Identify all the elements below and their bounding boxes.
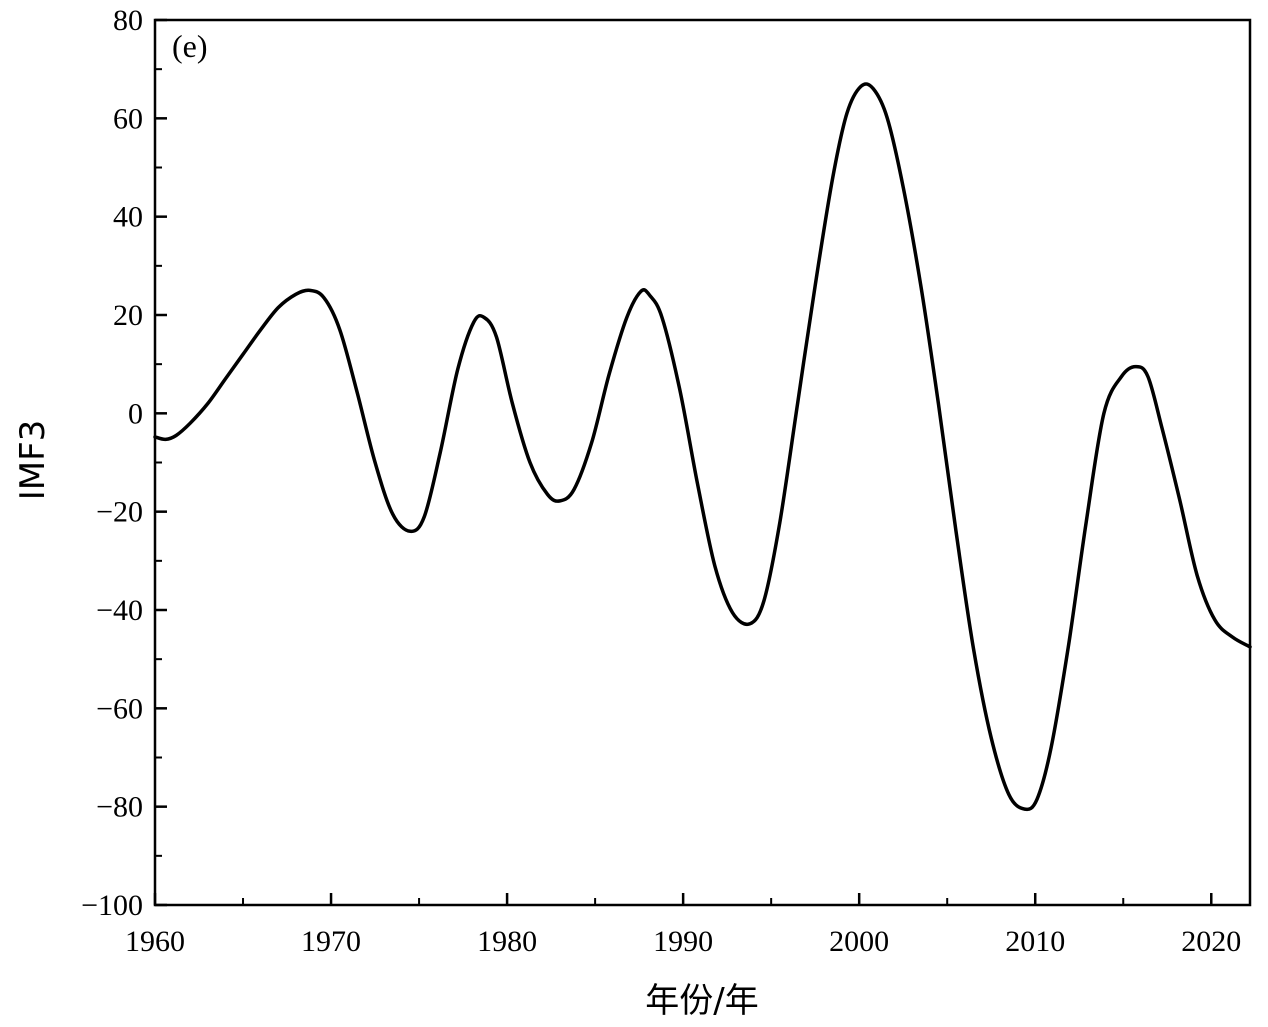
- y-tick-label: 60: [113, 102, 143, 135]
- y-tick-label: 40: [113, 201, 143, 234]
- plot-frame: [153, 18, 1252, 907]
- x-tick-label: 1960: [125, 925, 185, 958]
- y-tick-label: −60: [96, 692, 143, 725]
- y-tick-label: −100: [81, 889, 143, 922]
- y-axis-title: IMF3: [13, 420, 53, 501]
- minor-ticks: [155, 68, 1125, 905]
- x-tick-label: 1970: [301, 925, 361, 958]
- x-tick-label: 2010: [1005, 925, 1065, 958]
- y-tick-label: 80: [113, 4, 143, 37]
- x-axis-title: 年份/年: [645, 981, 758, 1021]
- x-tick-label: 2000: [829, 925, 889, 958]
- x-tick-label: 2020: [1181, 925, 1241, 958]
- imf3-series-line: [153, 82, 1252, 812]
- x-tick-label: 1980: [477, 925, 537, 958]
- x-tick-labels: 1960 1970 1980 1990 2000 2010 2020: [125, 925, 1241, 958]
- major-ticks: [153, 18, 1213, 907]
- y-tick-label: 0: [128, 397, 143, 430]
- y-tick-label: −40: [96, 594, 143, 627]
- y-tick-label: 20: [113, 299, 143, 332]
- y-tick-label: −20: [96, 496, 143, 529]
- x-tick-label: 1990: [653, 925, 713, 958]
- y-tick-label: −80: [96, 791, 143, 824]
- panel-label: (e): [172, 28, 208, 64]
- y-tick-labels: −100 −80 −60 −40 −20 0 20 40 60 80: [81, 4, 143, 922]
